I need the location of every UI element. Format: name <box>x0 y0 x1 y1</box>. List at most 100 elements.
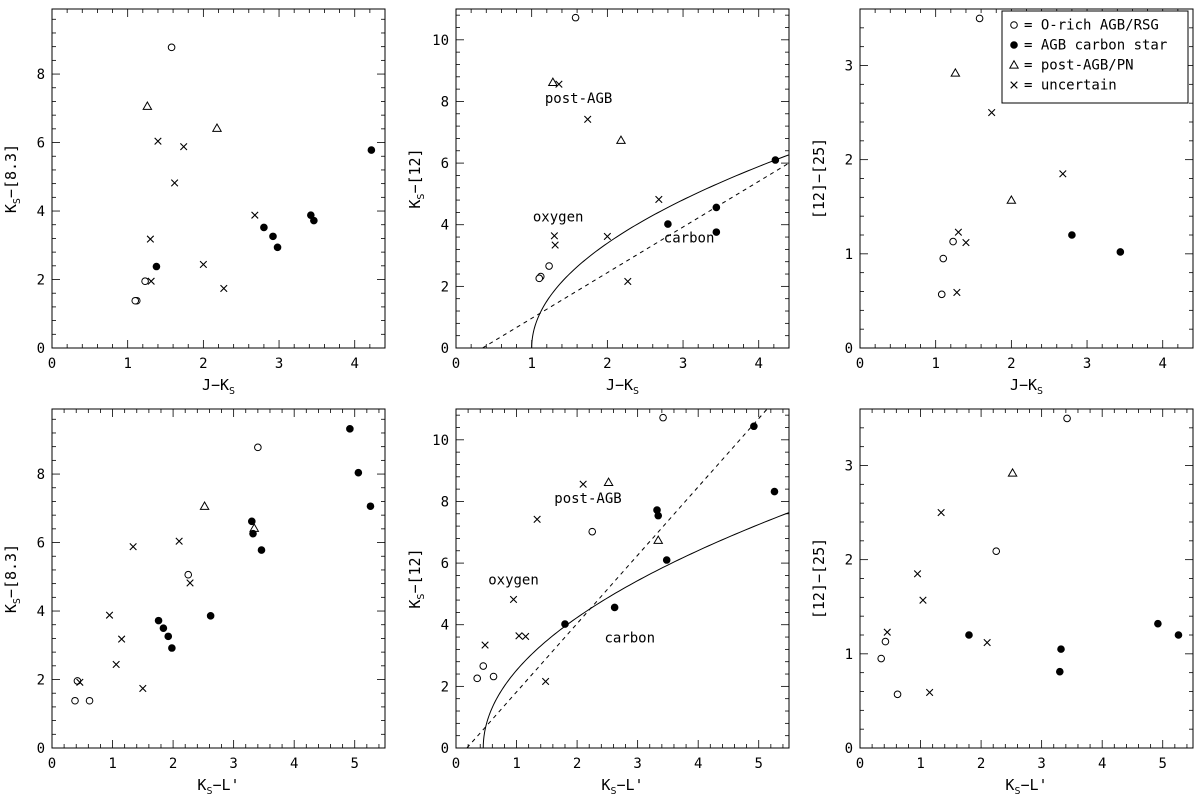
plot-frame <box>859 408 1194 749</box>
x-tick-label: 3 <box>1037 756 1045 772</box>
x-tick-label: 2 <box>199 356 207 372</box>
x-tick-label: 2 <box>603 356 611 372</box>
x-tick-label: 4 <box>1098 756 1106 772</box>
y-tick-label: 2 <box>441 279 449 295</box>
cross-point <box>962 238 970 247</box>
panel-4: 0 1 2 3 4 5 0 2 4 6 8 KS−L' KS−[8.3] <box>2 408 386 797</box>
filled-circle-point <box>770 487 779 496</box>
triangle-point <box>950 67 961 77</box>
x-tick-label: 1 <box>512 756 520 772</box>
open-circle-point <box>73 677 82 685</box>
cross-point <box>1059 170 1067 178</box>
filled-circle-point <box>249 529 257 538</box>
cross-point <box>913 570 922 578</box>
filled-circle-point <box>257 546 266 554</box>
cross-point <box>541 677 550 686</box>
carbon-model-line <box>482 162 789 348</box>
x-tick-label: 1 <box>108 756 116 772</box>
region-annotation: carbon <box>604 631 655 647</box>
open-circle-point <box>949 237 957 246</box>
x-axis-label: KS−L' <box>601 776 643 797</box>
x-tick-label: 0 <box>856 756 864 772</box>
panel-1: 0 1 2 3 4 0 2 4 6 8 J−KS KS−[8.3] <box>2 8 386 397</box>
legend-cross-marker <box>1010 81 1018 89</box>
filled-circle-point <box>1174 631 1183 639</box>
plot-frame <box>51 408 386 749</box>
legend-entry-label: = post-AGB/PN <box>1024 58 1134 74</box>
filled-circle-point <box>310 216 318 225</box>
triangle-point <box>211 122 223 132</box>
cross-point <box>655 195 663 204</box>
filled-circle-point <box>164 632 173 641</box>
y-tick-label: 0 <box>37 341 45 357</box>
filled-circle-point <box>1068 231 1076 239</box>
panel-3: 0 1 2 3 4 0 1 2 3 J−KS [12]−[25] = O-rich AGB/RSG = … <box>810 8 1194 397</box>
cross-point <box>883 628 891 636</box>
x-tick-label: 4 <box>755 356 763 372</box>
cross-point <box>220 284 228 293</box>
legend-entry-label: = AGB carbon star <box>1024 38 1167 54</box>
y-tick-label: 0 <box>845 341 853 357</box>
x-axis-label: KS−L' <box>1005 776 1047 797</box>
open-circle-point <box>489 672 498 681</box>
cross-point <box>251 211 259 219</box>
cross-point <box>550 232 559 240</box>
open-circle-point <box>254 443 262 452</box>
cross-point <box>533 515 541 524</box>
x-tick-label: 3 <box>229 756 237 772</box>
x-tick-label: 0 <box>452 756 460 772</box>
cross-point <box>551 241 559 249</box>
cross-point <box>147 277 155 285</box>
cross-point <box>139 684 147 693</box>
legend-triangle-marker <box>1008 59 1020 69</box>
filled-circle-point <box>712 228 721 236</box>
cross-point <box>937 508 945 517</box>
filled-circle-point <box>168 644 176 652</box>
cross-point <box>105 611 114 619</box>
y-tick-label: 10 <box>432 33 449 49</box>
open-circle-point <box>545 262 553 270</box>
filled-circle-point <box>354 468 363 477</box>
y-tick-label: 4 <box>37 604 45 620</box>
filled-circle-point <box>346 425 354 433</box>
cross-point <box>983 638 991 647</box>
open-circle-point <box>85 696 94 705</box>
y-tick-label: 2 <box>37 273 45 289</box>
open-circle-point <box>1063 414 1071 423</box>
y-tick-label: 6 <box>37 136 45 152</box>
cross-point <box>603 232 612 241</box>
open-circle-point <box>893 690 902 699</box>
region-annotation: carbon <box>664 231 715 247</box>
open-circle-point <box>992 547 1001 555</box>
y-tick-label: 2 <box>37 673 45 689</box>
filled-circle-point <box>1057 645 1065 653</box>
cross-point <box>583 115 592 124</box>
filled-circle-point <box>771 156 780 164</box>
x-tick-label: 1 <box>123 356 131 372</box>
region-annotation: oxygen <box>533 210 584 226</box>
x-tick-label: 4 <box>694 756 702 772</box>
open-circle-point <box>131 296 140 305</box>
cross-point <box>154 137 162 145</box>
y-axis-label: KS−[12] <box>406 148 427 208</box>
cross-point <box>129 542 137 551</box>
panel-2: 0 1 2 3 4 0 2 4 6 8 10 J−KS KS−[12] post-AGB oxygen car… <box>406 8 790 397</box>
filled-circle-point <box>366 502 375 511</box>
cross-point <box>76 678 84 686</box>
plot-frame <box>455 8 790 349</box>
cross-point <box>112 660 120 669</box>
cross-point <box>521 632 530 641</box>
y-tick-label: 3 <box>845 459 853 475</box>
x-tick-label: 2 <box>1007 356 1015 372</box>
filled-circle-point <box>269 232 277 241</box>
y-tick-label: 10 <box>432 433 449 449</box>
y-tick-label: 8 <box>441 494 449 510</box>
x-tick-label: 1 <box>931 356 939 372</box>
x-tick-label: 2 <box>169 756 177 772</box>
y-tick-label: 4 <box>37 204 45 220</box>
open-circle-point <box>535 274 544 283</box>
x-tick-label: 5 <box>755 756 763 772</box>
legend-open-circle-marker <box>1010 21 1018 29</box>
triangle-point <box>603 477 614 486</box>
y-tick-label: 8 <box>37 67 45 83</box>
